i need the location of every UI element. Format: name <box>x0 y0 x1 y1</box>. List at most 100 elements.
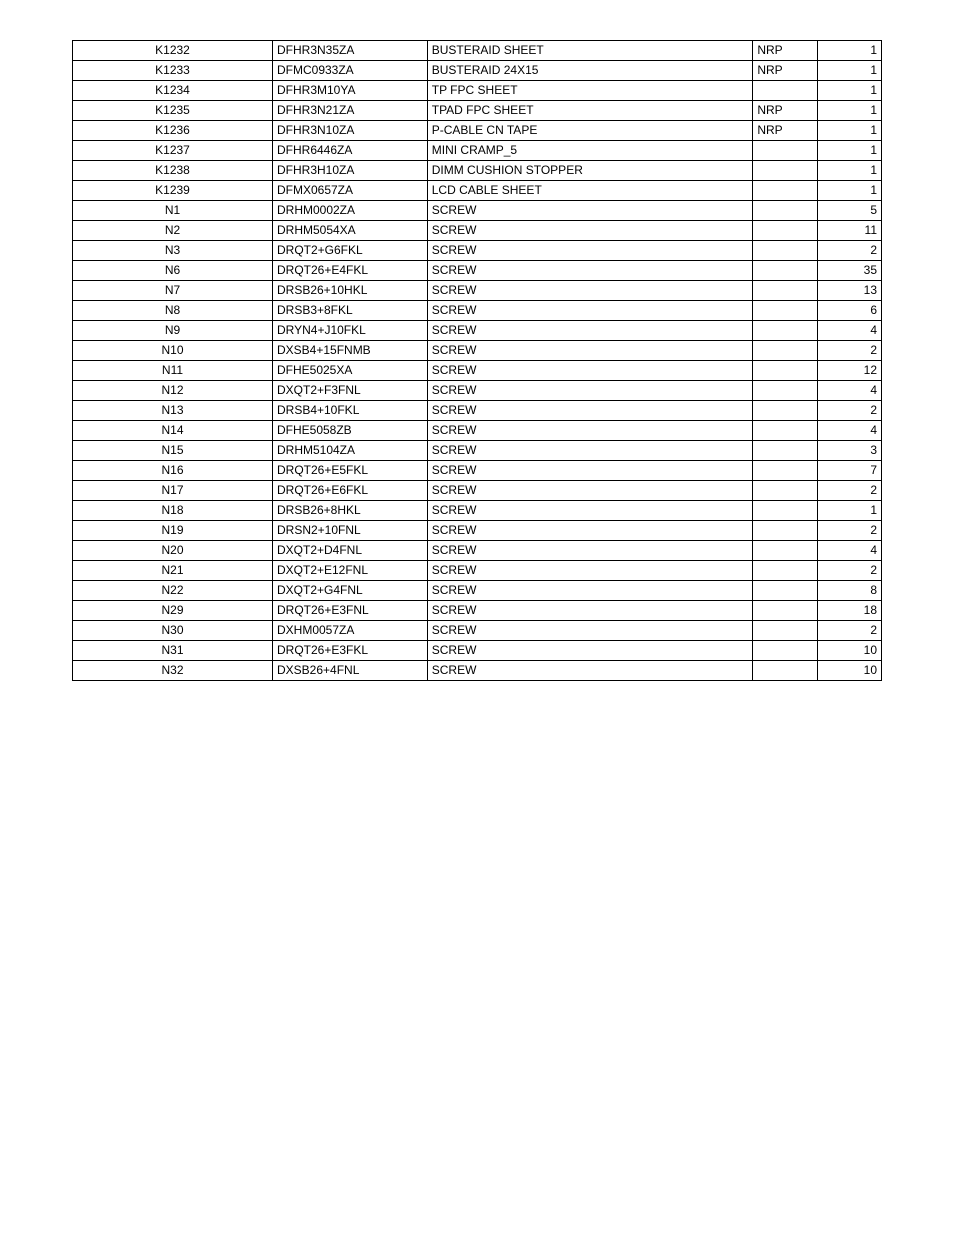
note-cell <box>753 141 817 161</box>
partno-cell: DXSB26+4FNL <box>272 661 427 681</box>
qty-cell: 11 <box>817 221 881 241</box>
ref-cell: N32 <box>73 661 273 681</box>
ref-cell: N13 <box>73 401 273 421</box>
ref-cell: N14 <box>73 421 273 441</box>
ref-cell: K1234 <box>73 81 273 101</box>
qty-cell: 1 <box>817 161 881 181</box>
qty-cell: 1 <box>817 41 881 61</box>
ref-cell: N21 <box>73 561 273 581</box>
desc-cell: SCREW <box>427 221 753 241</box>
note-cell <box>753 261 817 281</box>
qty-cell: 1 <box>817 501 881 521</box>
note-cell: NRP <box>753 121 817 141</box>
desc-cell: SCREW <box>427 301 753 321</box>
desc-cell: BUSTERAID 24X15 <box>427 61 753 81</box>
desc-cell: SCREW <box>427 341 753 361</box>
table-row: K1235DFHR3N21ZATPAD FPC SHEETNRP1 <box>73 101 882 121</box>
desc-cell: SCREW <box>427 281 753 301</box>
note-cell <box>753 401 817 421</box>
ref-cell: N12 <box>73 381 273 401</box>
qty-cell: 1 <box>817 101 881 121</box>
qty-cell: 2 <box>817 561 881 581</box>
ref-cell: K1237 <box>73 141 273 161</box>
table-row: N20DXQT2+D4FNLSCREW4 <box>73 541 882 561</box>
partno-cell: DRSN2+10FNL <box>272 521 427 541</box>
qty-cell: 35 <box>817 261 881 281</box>
partno-cell: DRSB26+8HKL <box>272 501 427 521</box>
table-row: K1236DFHR3N10ZAP-CABLE CN TAPENRP1 <box>73 121 882 141</box>
partno-cell: DXQT2+G4FNL <box>272 581 427 601</box>
qty-cell: 10 <box>817 641 881 661</box>
qty-cell: 8 <box>817 581 881 601</box>
note-cell <box>753 201 817 221</box>
desc-cell: SCREW <box>427 621 753 641</box>
note-cell <box>753 301 817 321</box>
table-row: N22DXQT2+G4FNLSCREW 8 <box>73 581 882 601</box>
partno-cell: DFMX0657ZA <box>272 181 427 201</box>
note-cell <box>753 321 817 341</box>
note-cell <box>753 81 817 101</box>
table-row: N7DRSB26+10HKLSCREW13 <box>73 281 882 301</box>
table-row: N12DXQT2+F3FNLSCREW4 <box>73 381 882 401</box>
note-cell <box>753 361 817 381</box>
desc-cell: SCREW <box>427 601 753 621</box>
note-cell <box>753 661 817 681</box>
table-row: N31DRQT26+E3FKLSCREW10 <box>73 641 882 661</box>
note-cell <box>753 541 817 561</box>
note-cell <box>753 161 817 181</box>
partno-cell: DFHR3N35ZA <box>272 41 427 61</box>
note-cell <box>753 581 817 601</box>
partno-cell: DFHE5058ZB <box>272 421 427 441</box>
partno-cell: DRQT26+E5FKL <box>272 461 427 481</box>
note-cell <box>753 561 817 581</box>
desc-cell: BUSTERAID SHEET <box>427 41 753 61</box>
note-cell <box>753 241 817 261</box>
qty-cell: 2 <box>817 481 881 501</box>
qty-cell: 1 <box>817 81 881 101</box>
ref-cell: N16 <box>73 461 273 481</box>
table-row: N18DRSB26+8HKLSCREW1 <box>73 501 882 521</box>
partno-cell: DRYN4+J10FKL <box>272 321 427 341</box>
qty-cell: 10 <box>817 661 881 681</box>
table-row: N17DRQT26+E6FKLSCREW2 <box>73 481 882 501</box>
desc-cell: SCREW <box>427 541 753 561</box>
table-row: N16DRQT26+E5FKLSCREW7 <box>73 461 882 481</box>
ref-cell: K1232 <box>73 41 273 61</box>
desc-cell: TP FPC SHEET <box>427 81 753 101</box>
note-cell: NRP <box>753 41 817 61</box>
ref-cell: N22 <box>73 581 273 601</box>
qty-cell: 1 <box>817 121 881 141</box>
partno-cell: DXQT2+F3FNL <box>272 381 427 401</box>
desc-cell: SCREW <box>427 481 753 501</box>
note-cell <box>753 221 817 241</box>
desc-cell: SCREW <box>427 561 753 581</box>
table-row: N15DRHM5104ZASCREW3 <box>73 441 882 461</box>
desc-cell: SCREW <box>427 661 753 681</box>
table-row: N32DXSB26+4FNLSCREW 10 <box>73 661 882 681</box>
ref-cell: K1238 <box>73 161 273 181</box>
desc-cell: SCREW <box>427 501 753 521</box>
desc-cell: SCREW <box>427 241 753 261</box>
desc-cell: SCREW <box>427 461 753 481</box>
partno-cell: DRHM0002ZA <box>272 201 427 221</box>
partno-cell: DXHM0057ZA <box>272 621 427 641</box>
desc-cell: SCREW <box>427 401 753 421</box>
desc-cell: MINI CRAMP_5 <box>427 141 753 161</box>
desc-cell: SCREW <box>427 441 753 461</box>
ref-cell: N3 <box>73 241 273 261</box>
partno-cell: DRHM5104ZA <box>272 441 427 461</box>
partno-cell: DRSB4+10FKL <box>272 401 427 421</box>
desc-cell: SCREW <box>427 581 753 601</box>
qty-cell: 4 <box>817 421 881 441</box>
note-cell: NRP <box>753 101 817 121</box>
desc-cell: SCREW <box>427 261 753 281</box>
ref-cell: N7 <box>73 281 273 301</box>
table-row: N14DFHE5058ZBSCREW 4 <box>73 421 882 441</box>
qty-cell: 1 <box>817 61 881 81</box>
ref-cell: N11 <box>73 361 273 381</box>
qty-cell: 4 <box>817 381 881 401</box>
desc-cell: SCREW <box>427 421 753 441</box>
qty-cell: 12 <box>817 361 881 381</box>
ref-cell: N17 <box>73 481 273 501</box>
table-row: N19DRSN2+10FNLSCREW2 <box>73 521 882 541</box>
